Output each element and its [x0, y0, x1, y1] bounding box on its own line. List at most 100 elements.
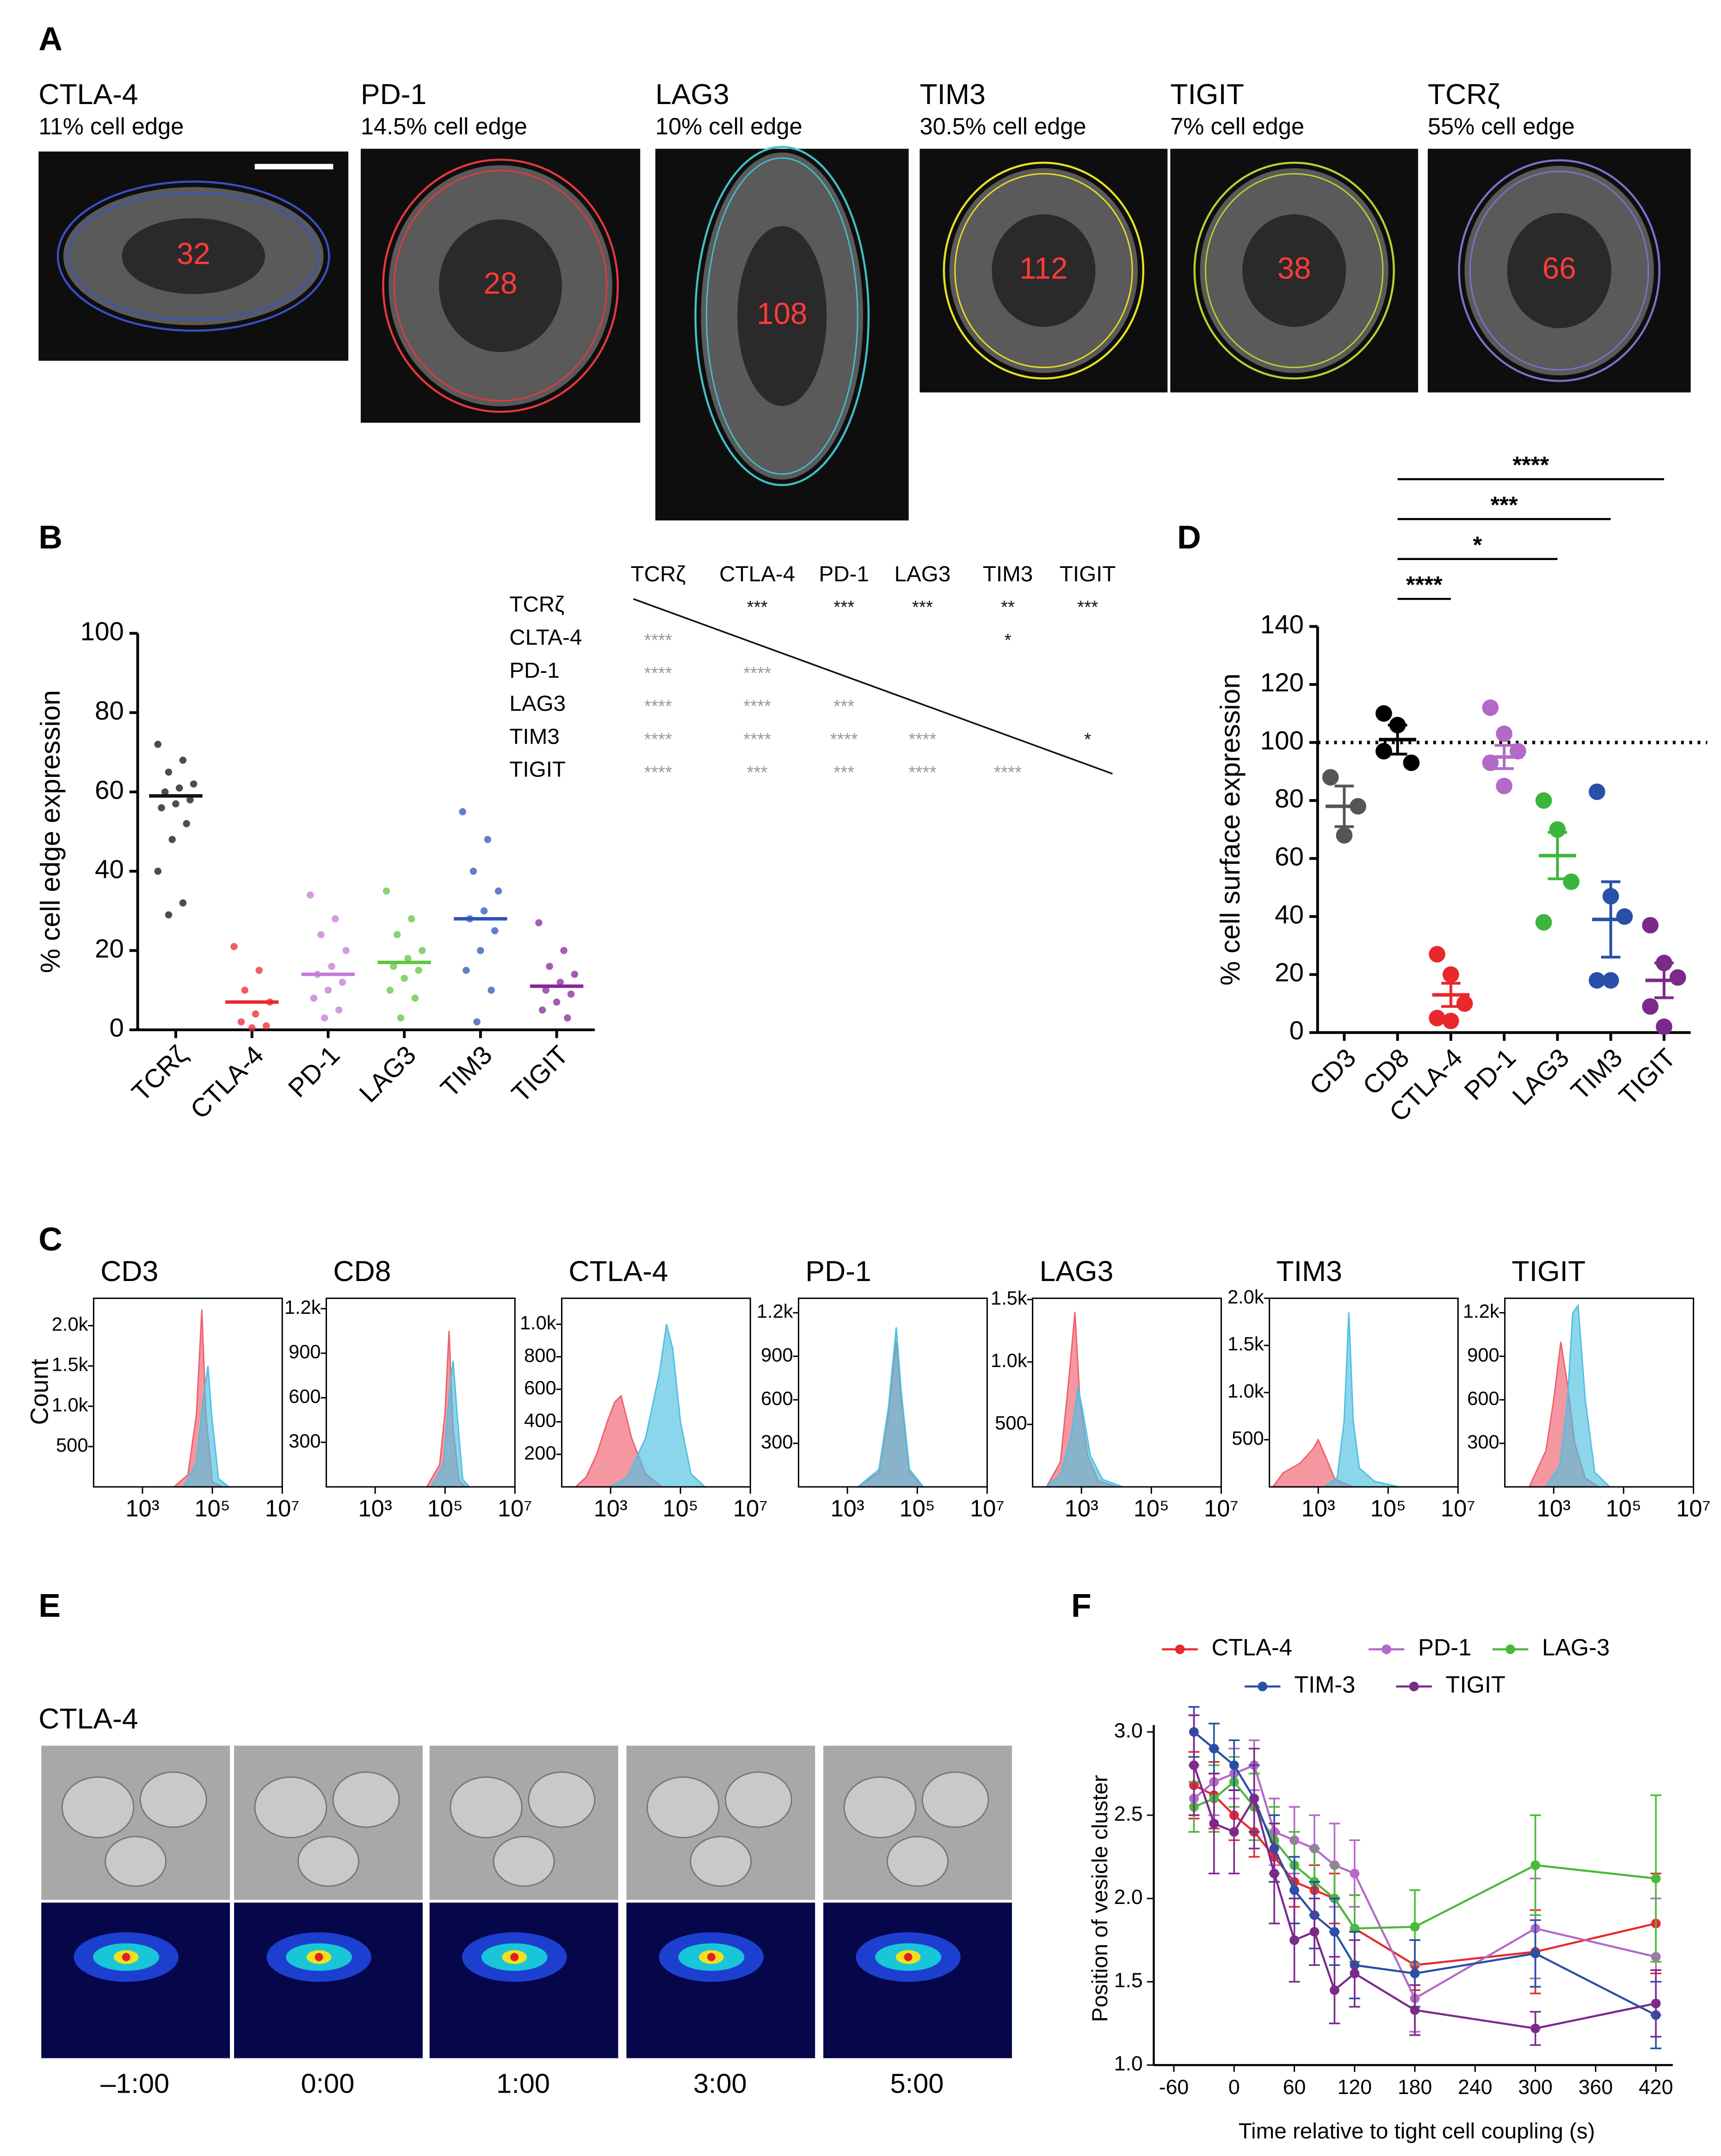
histogram-area [1044, 1386, 1123, 1488]
panel-label: D [1177, 519, 1201, 556]
y-tick-label: 100 [80, 616, 124, 646]
heat-blob [904, 1953, 913, 1961]
data-point [307, 891, 314, 899]
table-header: CTLA-4 [719, 562, 795, 586]
x-tick-label: 10³ [358, 1495, 392, 1522]
y-tick-label: 600 [761, 1387, 793, 1409]
data-point [553, 998, 561, 1006]
y-tick-label: 900 [1467, 1344, 1499, 1366]
y-axis-label: % cell surface expression [1215, 673, 1246, 986]
data-point [459, 808, 466, 816]
hist-title: PD-1 [805, 1255, 871, 1287]
y-tick-label: 0 [109, 1013, 123, 1042]
x-tick-label: 10⁵ [1606, 1495, 1641, 1522]
data-point [1589, 972, 1605, 989]
y-tick-label: 20 [95, 934, 124, 963]
y-tick-label: 3.0 [1114, 1719, 1143, 1742]
heat-blob [122, 1953, 130, 1961]
data-point [419, 947, 426, 955]
x-tick-label: 300 [1518, 2076, 1552, 2099]
cell-nucleus [122, 218, 265, 294]
cell-shape [332, 1771, 400, 1828]
cell-edge: 55% cell edge [1428, 113, 1575, 139]
data-point [487, 986, 495, 994]
heat-blob [315, 1953, 323, 1961]
y-tick-label: 1.5k [52, 1354, 88, 1375]
y-axis-label: Position of vesicle cluster [1088, 1775, 1112, 2022]
significance-label: *** [1491, 492, 1518, 518]
table-cell: *** [833, 763, 854, 782]
y-tick-label: 2.0 [1114, 1886, 1143, 1909]
data-point [411, 994, 419, 1002]
table-cell: * [1004, 631, 1011, 651]
table-cell: **** [743, 730, 771, 750]
table-cell: **** [644, 631, 672, 651]
cell-count: 112 [1019, 251, 1067, 285]
y-tick-label: 600 [289, 1385, 321, 1407]
table-cell: **** [743, 664, 771, 684]
data-point [1530, 1948, 1541, 1959]
cell-shape [646, 1776, 720, 1839]
table-cell: *** [747, 763, 768, 782]
table-cell: *** [833, 598, 854, 617]
y-tick-label: 300 [1467, 1431, 1499, 1453]
image-label: CTLA-4 [38, 1703, 138, 1735]
data-point [1530, 2023, 1541, 2033]
hist-title: TIGIT [1512, 1255, 1586, 1287]
legend-label: TIM-3 [1294, 1671, 1355, 1698]
cell-outline [382, 159, 619, 413]
x-tick-label: 10⁷ [1204, 1495, 1239, 1522]
data-point [158, 804, 165, 812]
x-tick-label: CTLA-4 [185, 1040, 269, 1124]
data-point [415, 967, 422, 974]
y-tick-label: 1.0k [991, 1349, 1027, 1371]
data-point [1429, 1010, 1446, 1027]
data-point [560, 947, 567, 955]
legend-label: LAG-3 [1542, 1634, 1610, 1661]
hist-title: LAG3 [1039, 1255, 1113, 1287]
y-tick-label: 40 [95, 855, 124, 884]
cell-outline [393, 170, 608, 402]
data-point [1376, 705, 1392, 722]
x-tick-label: 420 [1639, 2076, 1673, 2099]
cell-outline [954, 173, 1133, 368]
x-tick-label: 60 [1283, 2076, 1306, 2099]
hist-title: CD8 [333, 1255, 391, 1287]
y-tick-label: 0 [1289, 1016, 1304, 1045]
data-point [1229, 1760, 1239, 1770]
data-point [382, 887, 390, 895]
y-tick-label: 2.5 [1114, 1803, 1143, 1825]
x-tick-label: 10⁵ [1134, 1495, 1169, 1522]
cell-shape [843, 1776, 917, 1839]
table-cell: *** [747, 598, 768, 617]
data-point [1309, 1927, 1320, 1937]
data-point [168, 836, 176, 844]
x-tick-label: 10³ [125, 1495, 159, 1522]
y-tick-label: 300 [289, 1430, 321, 1452]
series-line [1193, 1731, 1657, 2016]
cell-outline [1469, 170, 1649, 371]
data-point [339, 979, 346, 986]
data-point [1616, 908, 1633, 925]
data-point [1530, 1860, 1541, 1870]
table-cell: *** [1077, 598, 1098, 617]
y-tick-label: 500 [1232, 1427, 1264, 1449]
data-point [154, 740, 162, 748]
data-point [571, 971, 579, 978]
series-line [1193, 1780, 1656, 1930]
data-point [317, 931, 325, 938]
y-tick-label: 1.2k [284, 1296, 321, 1318]
x-tick-label: 10⁷ [1676, 1495, 1711, 1522]
cell-outline [943, 161, 1145, 380]
data-point [161, 788, 169, 796]
data-point [230, 943, 238, 950]
x-tick-label: PD-1 [283, 1040, 345, 1103]
data-point [1403, 754, 1420, 771]
x-tick-label: 10⁵ [195, 1495, 230, 1522]
legend-marker [1175, 1644, 1185, 1654]
data-point [179, 899, 187, 907]
table-header: PD-1 [819, 562, 869, 586]
time-label: –1:00 [100, 2068, 169, 2099]
data-point [542, 986, 550, 994]
x-tick-label: CD3 [1304, 1043, 1362, 1101]
